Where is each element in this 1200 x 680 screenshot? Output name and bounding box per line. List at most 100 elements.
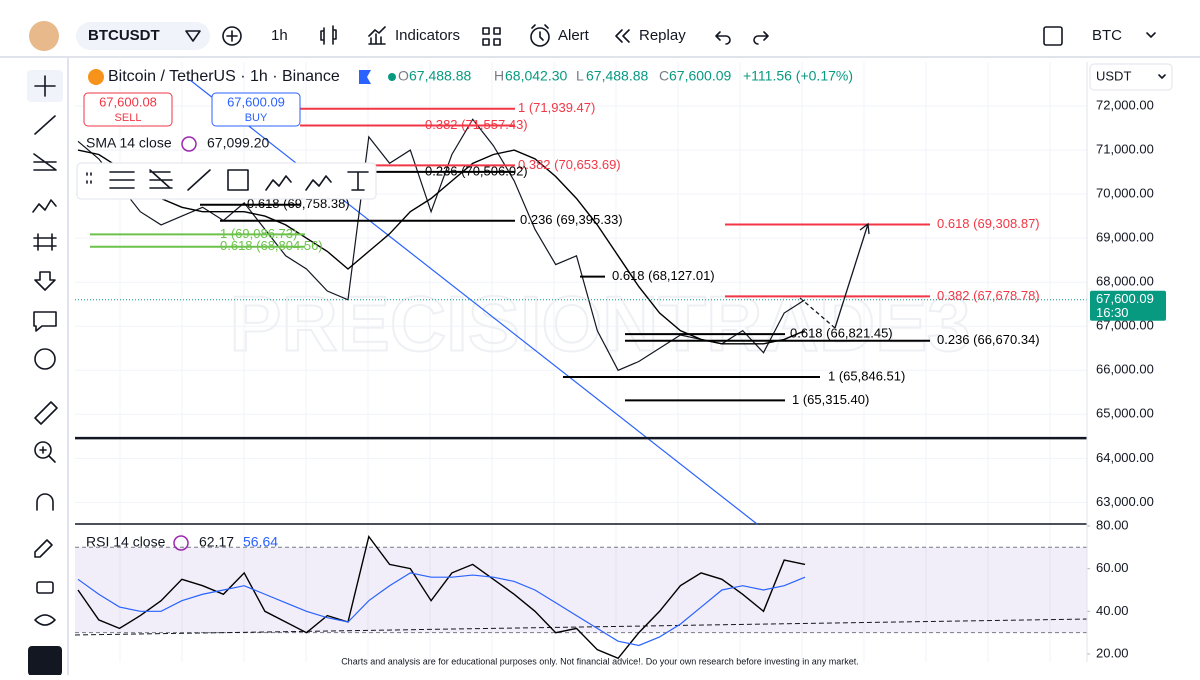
sell-price[interactable]: 67,600.08 <box>99 94 157 109</box>
projection-dashed <box>799 297 836 329</box>
arrow-tool[interactable] <box>34 271 56 291</box>
flag-icon[interactable] <box>359 70 371 84</box>
undo-icon[interactable] <box>715 31 731 45</box>
buy-label[interactable]: BUY <box>245 112 268 124</box>
open-label: O <box>398 68 409 84</box>
quote-select[interactable] <box>1089 63 1173 91</box>
replay-icon[interactable] <box>615 29 630 43</box>
symbol-title: Bitcoin / TetherUS · 1h · Binance <box>108 68 340 85</box>
avatar[interactable] <box>29 21 59 51</box>
price-tick-label: 67,000.00 <box>1096 318 1154 333</box>
price-line <box>77 118 806 372</box>
rsi-line <box>77 534 806 660</box>
symbol[interactable]: BTCUSDT <box>88 27 160 44</box>
current-price-tag <box>1090 290 1166 321</box>
high-value: 68,042.30 <box>505 68 567 84</box>
sma-settings[interactable] <box>181 136 197 152</box>
top-toolbar: BTCUSDT 1h Indicators Alert Replay BTC <box>0 21 1200 58</box>
pattern-tool[interactable] <box>32 199 57 213</box>
fullscreen-icon[interactable] <box>1043 26 1063 46</box>
sma-label: SMA 14 close <box>86 135 172 151</box>
quote-chevron <box>1158 74 1166 79</box>
sell-label[interactable]: SELL <box>115 112 142 124</box>
rsi-label: RSI 14 close <box>86 534 166 550</box>
interval[interactable]: 1h <box>271 27 288 44</box>
alert-button[interactable]: Alert <box>558 27 590 44</box>
rsi-value: 62.17 <box>199 534 234 550</box>
fib-level-label: 0.618 (68,127.01) <box>612 268 715 283</box>
low-value: 67,488.88 <box>586 68 648 84</box>
sma-value: 67,099.20 <box>207 135 269 151</box>
redo-icon[interactable] <box>753 31 769 45</box>
quote-currency[interactable]: USDT <box>1096 68 1131 83</box>
rsi-tick-label: 80.00 <box>1096 517 1129 532</box>
fib-level-label: 0.382 (71,557.43) <box>425 117 528 132</box>
fib-level-label: 0.618 (69,758.38) <box>247 196 350 211</box>
chart-area: 72,000.00 71,000.00 70,000.00 69,000.00 68,0… <box>74 62 1166 662</box>
symbol-search[interactable] <box>76 22 210 50</box>
rsi-tick-label: 20.00 <box>1096 645 1129 660</box>
trendline-tool[interactable] <box>34 115 56 135</box>
price-tick-label: 69,000.00 <box>1096 230 1154 245</box>
add-icon-plus <box>226 30 238 42</box>
price-tick-label: 66,000.00 <box>1096 362 1154 377</box>
trash-tool[interactable] <box>28 646 62 676</box>
fib-level-label: 0.382 (70,653.69) <box>518 157 621 172</box>
buy-price[interactable]: 67,600.09 <box>227 94 285 109</box>
prediction-tool[interactable] <box>33 233 57 251</box>
fib-level-label: 1 (65,846.51) <box>828 368 905 383</box>
zoom-tool[interactable] <box>34 441 52 459</box>
sell-button[interactable] <box>83 92 173 127</box>
fib-tool[interactable] <box>33 153 57 171</box>
currency[interactable]: BTC <box>1092 27 1122 44</box>
candle-icon[interactable] <box>320 25 337 45</box>
diamond-icon[interactable] <box>185 30 201 42</box>
market-status <box>388 73 396 81</box>
fib-level-label: 1 (71,939.47) <box>518 100 595 115</box>
fib-level-label: 0.382 (67,678.78) <box>937 288 1040 303</box>
rsi-tick-label: 60.00 <box>1096 560 1129 575</box>
rsi-tick-label: 40.00 <box>1096 603 1129 618</box>
price-tick-label: 72,000.00 <box>1096 97 1154 112</box>
alert-icon[interactable] <box>530 27 550 47</box>
price-tick-label: 65,000.00 <box>1096 406 1154 421</box>
current-price-label: 67,600.09 <box>1096 291 1154 306</box>
zoom-plus <box>39 446 56 463</box>
currency-chevron[interactable] <box>1146 32 1156 38</box>
price-tick-label: 63,000.00 <box>1096 494 1154 509</box>
lock-tool[interactable] <box>36 581 54 594</box>
low-label: L <box>576 68 584 84</box>
alert-icon-hands <box>531 24 549 41</box>
sma-line <box>77 149 806 345</box>
left-toolbar <box>27 58 69 676</box>
fib-level-label: 0.618 (68,804.56) <box>220 238 323 253</box>
price-tick-label: 68,000.00 <box>1096 274 1154 289</box>
ruler-tool[interactable] <box>34 401 58 425</box>
text-tool[interactable] <box>33 311 57 332</box>
change: +111.56 (+0.17%) <box>743 68 853 84</box>
rsi-ma-value: 56.64 <box>243 534 278 550</box>
rsi-settings[interactable] <box>173 535 189 551</box>
drawing-tools[interactable] <box>86 169 369 191</box>
price-tick-label: 71,000.00 <box>1096 142 1154 157</box>
trendline <box>189 79 758 525</box>
indicators-icon[interactable] <box>368 26 386 45</box>
fib-level-label: 0.236 (66,670.34) <box>937 332 1040 347</box>
indicators-button[interactable]: Indicators <box>395 27 460 44</box>
close-value: 67,600.09 <box>669 68 731 84</box>
draw-lock-tool[interactable] <box>34 539 53 558</box>
replay-button[interactable]: Replay <box>639 27 686 44</box>
countdown: 16:30 <box>1096 305 1129 320</box>
btc-icon <box>88 69 104 85</box>
legend: Bitcoin / TetherUS · 1h · Binance O 67,4… <box>76 63 1173 666</box>
emoji-tool[interactable] <box>34 348 56 370</box>
magnet-tool[interactable] <box>36 493 54 511</box>
layouts-icon[interactable] <box>482 27 501 46</box>
visibility-tool[interactable] <box>34 614 56 626</box>
add-icon[interactable] <box>222 26 242 46</box>
crosshair-tool[interactable] <box>34 75 56 97</box>
buy-button[interactable] <box>211 92 301 127</box>
close-label: C <box>659 68 669 84</box>
price-tick-label: 64,000.00 <box>1096 450 1154 465</box>
